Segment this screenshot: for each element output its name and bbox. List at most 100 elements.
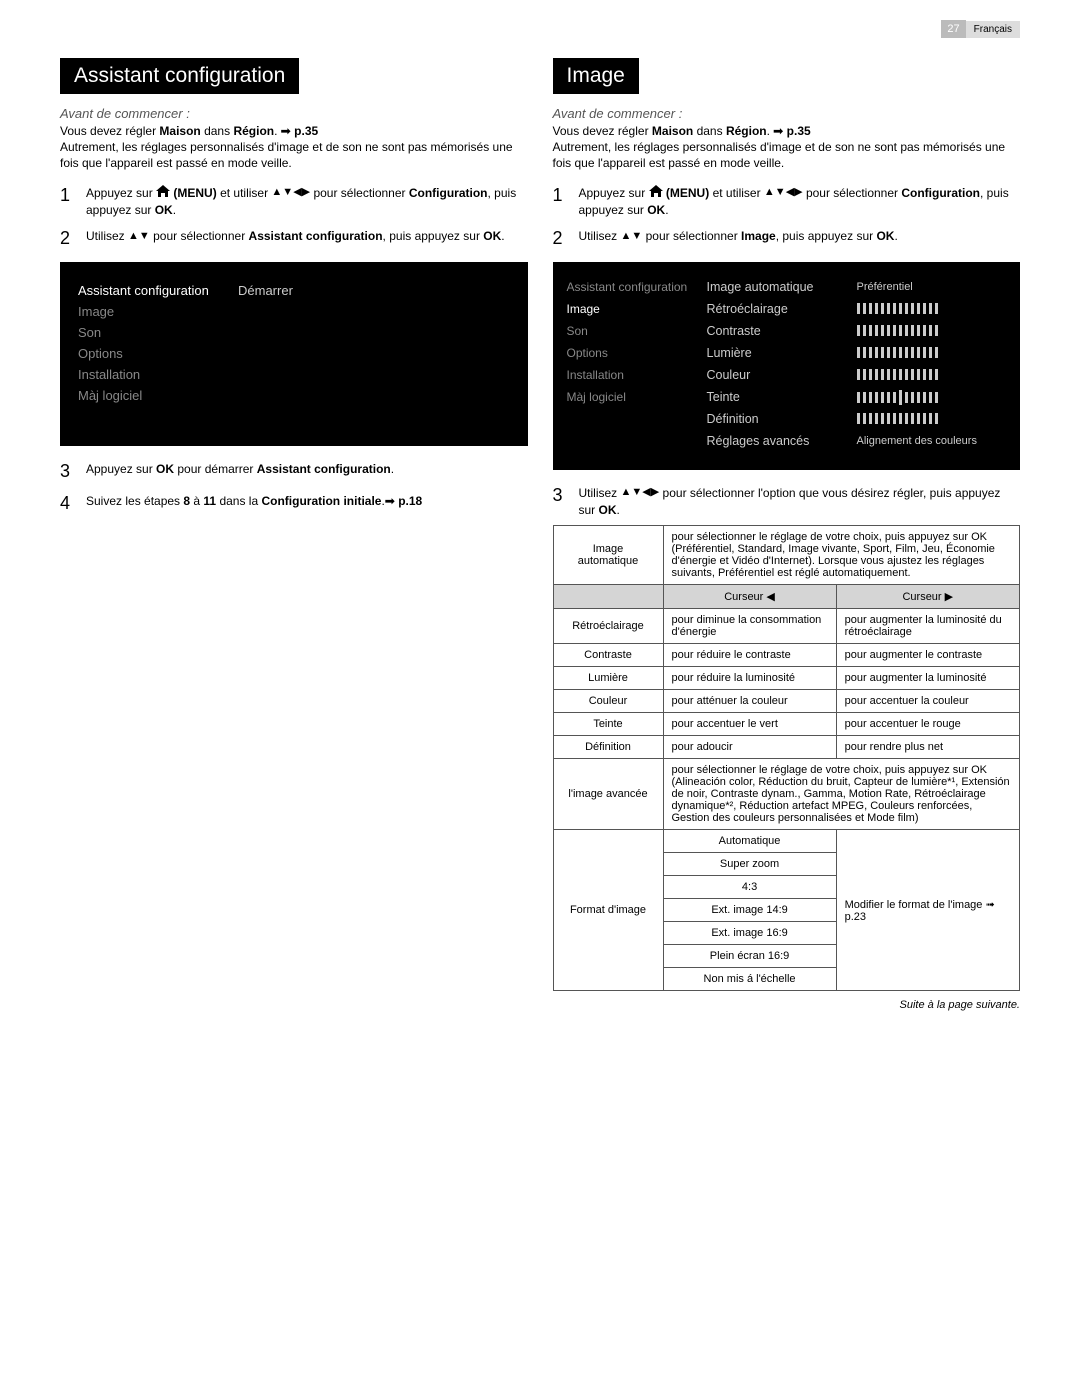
table-cell: pour diminue la consommation d'énergie [663,609,836,644]
osd-menu-row: Assistant configurationDémarrer [78,280,510,301]
osd-menu-row: InstallationCouleur [567,364,1007,386]
osd-setting-value: Préférentiel [857,280,1007,294]
page-number: 27 [941,20,965,38]
osd-left-menu-label: Options [567,345,707,361]
table-cell: Ext. image 14:9 [663,899,836,922]
options-table: Image automatiquepour sélectionner le ré… [553,525,1021,991]
osd-menu-label: Options [78,343,238,364]
table-row-label: Teinte [553,713,663,736]
osd-menu-row: OptionsLumière [567,342,1007,364]
osd-menu-row: Image [78,301,510,322]
section-title-image: Image [553,58,639,94]
table-row: Lumièrepour réduire la luminositépour au… [553,667,1020,690]
step-1-left: 1 Appuyez sur (MENU) et utiliser ▲▼◀▶ po… [60,182,528,220]
osd-setting-label: Couleur [707,367,857,383]
osd-menu-row: Réglages avancésAlignement des couleurs [567,430,1007,452]
table-cell: pour réduire la luminosité [663,667,836,690]
table-cell: pour augmenter la luminosité [836,667,1019,690]
table-cell: pour sélectionner le réglage de votre ch… [663,759,1020,830]
osd-setting-value [857,368,1007,382]
osd-left-menu-label: Assistant configuration [567,279,707,295]
osd-setting-label: Définition [707,411,857,427]
osd-menu-row: Installation [78,364,510,385]
osd-left-menu-label [567,418,707,420]
table-row-label: Lumière [553,667,663,690]
osd-screenshot-left: Assistant configurationDémarrerImageSonO… [60,262,528,446]
osd-menu-label: Son [78,322,238,343]
table-header: Curseur ▶ [836,585,1019,609]
osd-menu-label: Màj logiciel [78,385,238,406]
osd-menu-row: Màj logicielTeinte [567,386,1007,408]
osd-menu-label: Assistant configuration [78,280,238,301]
left-column: Assistant configuration Avant de commenc… [60,58,528,1022]
osd-menu-row: Définition [567,408,1007,430]
page-language: Français [966,21,1020,38]
table-cell: Ext. image 16:9 [663,922,836,945]
osd-menu-row: Options [78,343,510,364]
osd-menu-row: ImageRétroéclairage [567,298,1007,320]
table-cell: pour atténuer la couleur [663,690,836,713]
arrows-updown-icon: ▲▼ [128,229,150,245]
osd-setting-value [857,346,1007,360]
intro-left: Vous devez régler Maison dans Région. ➟ … [60,123,528,172]
osd-setting-value [857,389,1007,404]
table-cell: Non mis á l'échelle [663,968,836,991]
step-4-left: 4 Suivez les étapes 8 à 11 dans la Confi… [60,490,528,516]
step-number: 2 [60,225,76,251]
step-3-left: 3 Appuyez sur OK pour démarrer Assistant… [60,458,528,484]
continue-note: Suite à la page suivante. [553,999,1021,1011]
table-cell: pour accentuer le vert [663,713,836,736]
osd-setting-value [857,302,1007,316]
table-cell: Plein écran 16:9 [663,945,836,968]
table-row-label: Format d'image [553,830,663,991]
osd-left-menu-label: Image [567,301,707,317]
step-number: 2 [553,225,569,251]
right-column: Image Avant de commencer : Vous devez ré… [553,58,1021,1022]
osd-left-menu-label: Installation [567,367,707,383]
table-row: Couleurpour atténuer la couleurpour acce… [553,690,1020,713]
page-ref: ➟ p.35 [773,124,810,138]
osd-menu-row: Assistant configurationImage automatique… [567,276,1007,298]
table-cell: pour adoucir [663,736,836,759]
arrows-4way-icon: ▲▼◀▶ [764,185,803,201]
step-number: 1 [60,182,76,220]
osd-setting-value [857,324,1007,338]
arrows-4way-icon: ▲▼◀▶ [621,485,660,501]
osd-setting-label: Image automatique [707,279,857,295]
step-2-right: 2 Utilisez ▲▼ pour sélectionner Image, p… [553,225,1021,251]
osd-menu-row: SonContraste [567,320,1007,342]
table-cell: Super zoom [663,853,836,876]
osd-left-menu-label: Màj logiciel [567,389,707,405]
table-cell: pour sélectionner le réglage de votre ch… [663,526,1020,585]
table-row: Définitionpour adoucirpour rendre plus n… [553,736,1020,759]
arrows-updown-icon: ▲▼ [621,229,643,245]
osd-menu-value: Démarrer [238,280,293,301]
table-row: Contrastepour réduire le contrastepour a… [553,644,1020,667]
osd-setting-label: Rétroéclairage [707,301,857,317]
osd-menu-label: Installation [78,364,238,385]
osd-left-menu-label [567,440,707,442]
step-number: 3 [60,458,76,484]
table-row: Teintepour accentuer le vertpour accentu… [553,713,1020,736]
table-cell: 4:3 [663,876,836,899]
before-start-left: Avant de commencer : [60,106,528,121]
step-3-right: 3 Utilisez ▲▼◀▶ pour sélectionner l'opti… [553,482,1021,520]
step-number: 4 [60,490,76,516]
section-title-assistant: Assistant configuration [60,58,299,94]
osd-setting-value [857,412,1007,426]
osd-menu-row: Màj logiciel [78,385,510,406]
table-row-label: l'image avancée [553,759,663,830]
table-cell: Modifier le format de l'image ➟ p.23 [836,830,1019,991]
table-cell: pour augmenter la luminosité du rétroécl… [836,609,1019,644]
table-cell: pour accentuer le rouge [836,713,1019,736]
home-icon [156,185,170,202]
table-cell: pour rendre plus net [836,736,1019,759]
step-2-left: 2 Utilisez ▲▼ pour sélectionner Assistan… [60,225,528,251]
page-ref: ➟ p.18 [385,494,422,508]
home-icon [649,185,663,202]
table-cell: pour augmenter le contraste [836,644,1019,667]
osd-setting-label: Lumière [707,345,857,361]
arrows-4way-icon: ▲▼◀▶ [271,185,310,201]
table-row-label: Définition [553,736,663,759]
osd-setting-label: Teinte [707,389,857,405]
